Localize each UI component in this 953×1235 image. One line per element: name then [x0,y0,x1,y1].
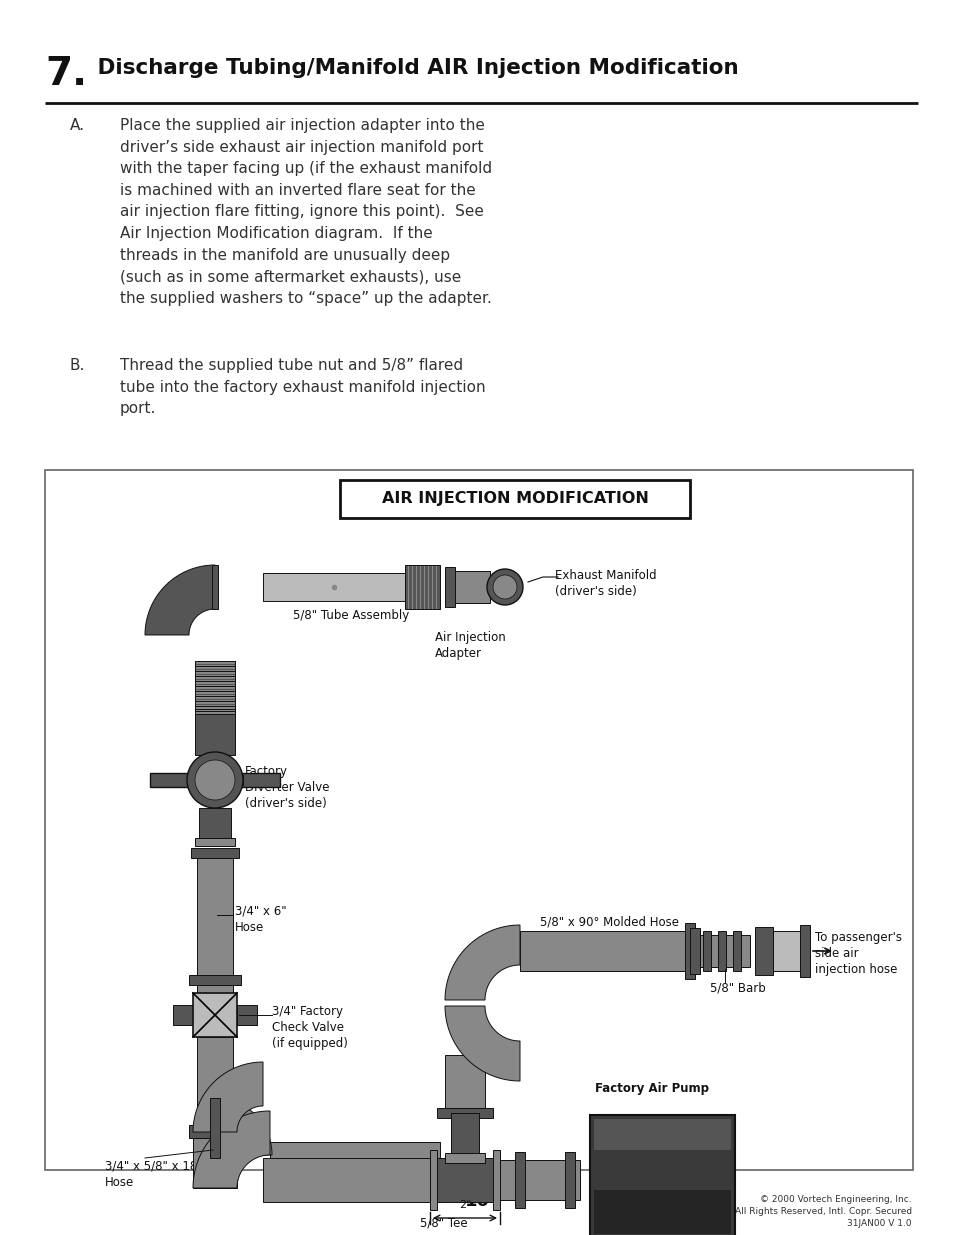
Polygon shape [194,711,234,714]
Polygon shape [191,848,239,858]
Text: 5/8" Barb: 5/8" Barb [709,982,765,995]
Polygon shape [519,931,689,971]
Polygon shape [193,1062,263,1132]
Polygon shape [194,661,234,755]
Polygon shape [800,925,809,977]
Text: 10: 10 [464,1192,489,1210]
Polygon shape [564,1152,575,1208]
Polygon shape [236,1005,256,1025]
Text: Place the supplied air injection adapter into the
driver’s side exhaust air inje: Place the supplied air injection adapter… [120,119,492,306]
Bar [594,1119,730,1150]
Polygon shape [194,662,234,664]
Text: Air Injection
Adapter: Air Injection Adapter [435,631,505,659]
Polygon shape [430,1158,499,1202]
Polygon shape [194,671,234,674]
Circle shape [486,569,522,605]
Polygon shape [194,692,234,694]
Circle shape [194,760,234,800]
Polygon shape [194,706,234,709]
Text: 3/4" x 5/8" x 180°
Hose: 3/4" x 5/8" x 180° Hose [105,1160,211,1189]
Text: Factory Air Pump: Factory Air Pump [595,1082,708,1095]
Polygon shape [493,1150,499,1210]
Polygon shape [702,931,710,971]
Text: To passenger's
side air
injection hose: To passenger's side air injection hose [814,931,901,976]
Bar [194,661,234,711]
Polygon shape [194,680,234,684]
Bar [589,1115,734,1235]
Polygon shape [193,1128,236,1132]
Bar [193,993,236,1037]
Polygon shape [270,1142,439,1191]
Polygon shape [430,1150,436,1210]
Polygon shape [444,571,490,603]
Polygon shape [718,931,725,971]
Polygon shape [444,925,519,1000]
Bar [150,773,280,787]
Text: 5/8" x 90° Molded Hose
(trim long end to fit): 5/8" x 90° Molded Hose (trim long end to… [539,916,679,945]
Polygon shape [193,1112,270,1188]
Bar [45,471,912,1170]
Bar [339,480,689,517]
Polygon shape [212,564,218,609]
Polygon shape [189,1125,241,1137]
Polygon shape [193,1128,236,1188]
Text: 5/8" Tube Assembly: 5/8" Tube Assembly [293,609,409,622]
Polygon shape [515,1152,524,1208]
Polygon shape [684,923,695,979]
Bar [594,1191,730,1234]
Polygon shape [194,685,234,689]
Polygon shape [194,701,234,704]
Polygon shape [444,1007,519,1081]
Text: AIR INJECTION MODIFICATION: AIR INJECTION MODIFICATION [381,492,648,506]
Text: Factory
Diverter Valve
(driver's side): Factory Diverter Valve (driver's side) [245,764,329,810]
Polygon shape [194,839,234,846]
Polygon shape [732,931,740,971]
Polygon shape [451,1113,478,1158]
Polygon shape [193,1128,236,1155]
Polygon shape [769,931,804,971]
Polygon shape [172,1005,193,1025]
Polygon shape [263,573,405,601]
Text: 5/8" Tee: 5/8" Tee [419,1216,467,1230]
Polygon shape [196,853,233,981]
Text: Discharge Tubing/Manifold AIR Injection Modification: Discharge Tubing/Manifold AIR Injection … [90,58,738,78]
Polygon shape [263,1158,439,1202]
Text: 3/4" Factory
Check Valve
(if equipped): 3/4" Factory Check Valve (if equipped) [272,1005,348,1050]
Polygon shape [196,1037,233,1130]
Polygon shape [199,808,231,839]
Polygon shape [194,666,234,669]
Polygon shape [189,974,241,986]
Polygon shape [444,567,455,606]
Polygon shape [405,564,439,609]
Polygon shape [754,927,772,974]
Polygon shape [196,986,233,993]
Text: 7.: 7. [45,56,87,93]
Polygon shape [689,927,700,974]
Polygon shape [194,697,234,699]
Polygon shape [210,1098,220,1158]
Text: Thread the supplied tube nut and 5/8” flared
tube into the factory exhaust manif: Thread the supplied tube nut and 5/8” fl… [120,358,485,416]
Polygon shape [436,1108,493,1118]
Text: A.: A. [70,119,85,133]
Text: 2": 2" [458,1200,471,1210]
Text: © 2000 Vortech Engineering, Inc.
All Rights Reserved, Intl. Copr. Secured
31JAN0: © 2000 Vortech Engineering, Inc. All Rig… [734,1195,911,1228]
Polygon shape [499,1160,579,1200]
Polygon shape [194,676,234,679]
Circle shape [187,752,243,808]
Circle shape [493,576,517,599]
Polygon shape [695,935,749,967]
Text: Exhaust Manifold
(driver's side): Exhaust Manifold (driver's side) [555,569,656,598]
Polygon shape [444,1055,484,1113]
Polygon shape [214,1098,272,1155]
Text: B.: B. [70,358,85,373]
Polygon shape [444,1153,484,1163]
Polygon shape [145,564,214,635]
Text: 3/4" x 6"
Hose: 3/4" x 6" Hose [234,905,286,934]
